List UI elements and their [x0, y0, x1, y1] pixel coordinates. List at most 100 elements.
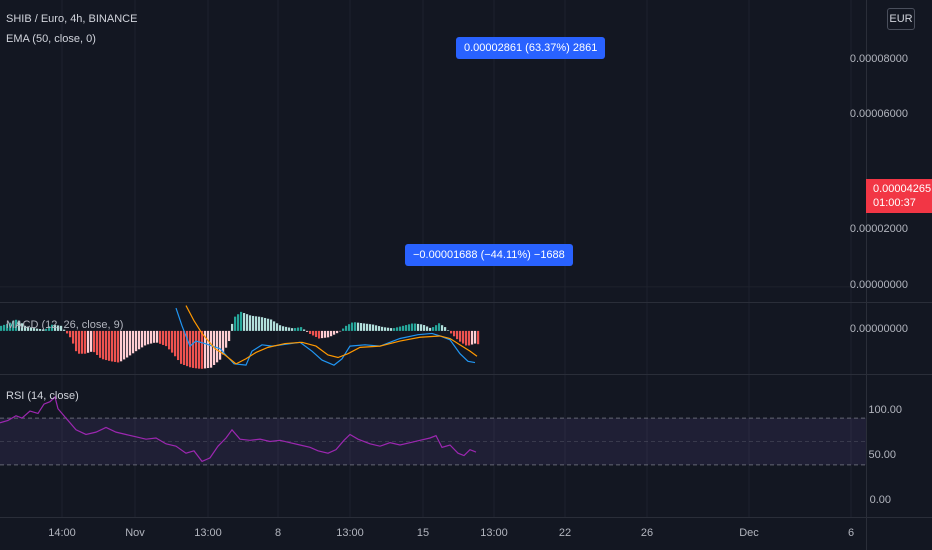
macd-histogram-bar	[3, 324, 6, 331]
measure-up-label[interactable]: 0.00002861 (63.37%) 2861	[456, 37, 606, 59]
macd-histogram-bar	[33, 328, 36, 331]
date-tick: 13:00	[336, 527, 364, 539]
macd-histogram-bar	[372, 324, 375, 331]
macd-histogram-bar	[234, 316, 237, 331]
macd-histogram-bar	[0, 325, 3, 331]
currency-button[interactable]: EUR	[887, 8, 915, 30]
macd-histogram-bar	[303, 329, 306, 331]
price-tick: 0.00006000	[849, 108, 908, 120]
macd-histogram-bar	[120, 330, 123, 362]
macd-histogram-bar	[132, 330, 135, 354]
macd-histogram-bar	[222, 330, 225, 355]
macd-histogram-bar	[63, 329, 66, 331]
macd-histogram-bar	[192, 330, 195, 368]
macd-histogram-bar	[447, 330, 450, 331]
macd-histogram-bar	[240, 311, 243, 331]
date-tick: Dec	[739, 527, 759, 539]
macd-histogram-bar	[396, 327, 399, 331]
macd-histogram-bar	[186, 330, 189, 367]
price-tick: 0.00000000	[849, 279, 908, 291]
macd-histogram-bar	[360, 323, 363, 331]
rsi-tick: 50.00	[868, 449, 896, 461]
macd-lines	[175, 305, 478, 366]
macd-histogram-bar	[273, 321, 276, 331]
price-tick: 0.00008000	[849, 53, 908, 65]
macd-histogram-bar	[126, 330, 129, 358]
macd-histogram-bar	[342, 328, 345, 331]
macd-histogram-bar	[150, 330, 153, 344]
macd-histogram-bar	[471, 330, 474, 345]
date-tick: Nov	[125, 527, 145, 539]
macd-histogram-bar	[129, 330, 132, 356]
macd-histogram-bar	[171, 330, 174, 353]
rsi-tick: 100.00	[868, 404, 902, 416]
macd-histogram-bar	[354, 322, 357, 331]
macd-histogram-bar	[243, 313, 246, 331]
macd-histogram-bar	[69, 330, 72, 338]
macd-histogram-bar	[237, 314, 240, 331]
macd-histogram-bar	[102, 330, 105, 360]
macd-histogram-bar	[327, 330, 330, 338]
macd-histogram-bar	[261, 317, 264, 331]
signal-line	[185, 305, 478, 365]
current-price-value: 0.00004265	[873, 183, 932, 195]
macd-histogram-bar	[318, 330, 321, 339]
date-tick: 14:00	[48, 527, 76, 539]
macd-histogram-bar	[210, 330, 213, 368]
date-tick: 13:00	[194, 527, 222, 539]
macd-histogram-bar	[84, 330, 87, 354]
macd-histogram-bar	[105, 330, 108, 361]
date-tick: 15	[416, 527, 430, 539]
rsi-legend[interactable]: RSI (14, close)	[6, 390, 79, 402]
symbol-legend[interactable]: SHIB / Euro, 4h, BINANCE	[6, 13, 138, 25]
macd-histogram-bar	[417, 323, 420, 331]
macd-histogram-bar	[423, 325, 426, 331]
macd-histogram-bar	[267, 318, 270, 331]
macd-histogram-bar	[441, 325, 444, 331]
macd-histogram-bar	[387, 327, 390, 331]
macd-histogram-bar	[357, 322, 360, 331]
date-tick: 8	[274, 527, 282, 539]
macd-histogram-bar	[285, 326, 288, 331]
macd-histogram-bar	[138, 330, 141, 350]
macd-histogram-bar	[291, 328, 294, 331]
macd-histogram-bar	[420, 324, 423, 331]
macd-histogram-bar	[42, 329, 45, 331]
macd-histogram-bar	[93, 330, 96, 353]
macd-histogram-bar	[315, 330, 318, 337]
macd-histogram-bar	[276, 323, 279, 331]
date-tick: 26	[640, 527, 654, 539]
macd-histogram-bar	[288, 327, 291, 331]
macd-histogram-bar	[330, 330, 333, 337]
macd-histogram-bar	[99, 330, 102, 358]
macd-histogram-bar	[165, 330, 168, 347]
macd-histogram-bar	[456, 330, 459, 340]
macd-histogram-bar	[201, 330, 204, 369]
macd-histogram-bar	[258, 316, 261, 331]
macd-histogram-bar	[204, 330, 207, 369]
macd-histogram-bar	[399, 326, 402, 331]
macd-histogram-bar	[162, 330, 165, 345]
measure-down-label[interactable]: −0.00001688 (−44.11%) −1688	[405, 244, 573, 266]
macd-histogram	[0, 311, 480, 369]
macd-histogram-bar	[375, 325, 378, 331]
macd-histogram-bar	[174, 330, 177, 357]
macd-histogram-bar	[438, 323, 441, 331]
macd-histogram-bar	[57, 325, 60, 331]
macd-histogram-bar	[75, 330, 78, 352]
macd-histogram-bar	[30, 327, 33, 331]
macd-histogram-bar	[381, 326, 384, 331]
macd-histogram-bar	[426, 326, 429, 331]
ema-legend[interactable]: EMA (50, close, 0)	[6, 33, 96, 45]
macd-histogram-bar	[153, 330, 156, 343]
macd-histogram-bar	[6, 323, 9, 331]
date-tick: 13:00	[480, 527, 508, 539]
macd-legend[interactable]: MACD (12, 26, close, 9)	[6, 319, 124, 331]
macd-histogram-bar	[468, 330, 471, 346]
macd-histogram-bar	[390, 328, 393, 331]
macd-histogram-bar	[300, 327, 303, 331]
macd-histogram-bar	[255, 316, 258, 331]
macd-histogram-bar	[306, 330, 309, 332]
macd-histogram-bar	[369, 324, 372, 331]
